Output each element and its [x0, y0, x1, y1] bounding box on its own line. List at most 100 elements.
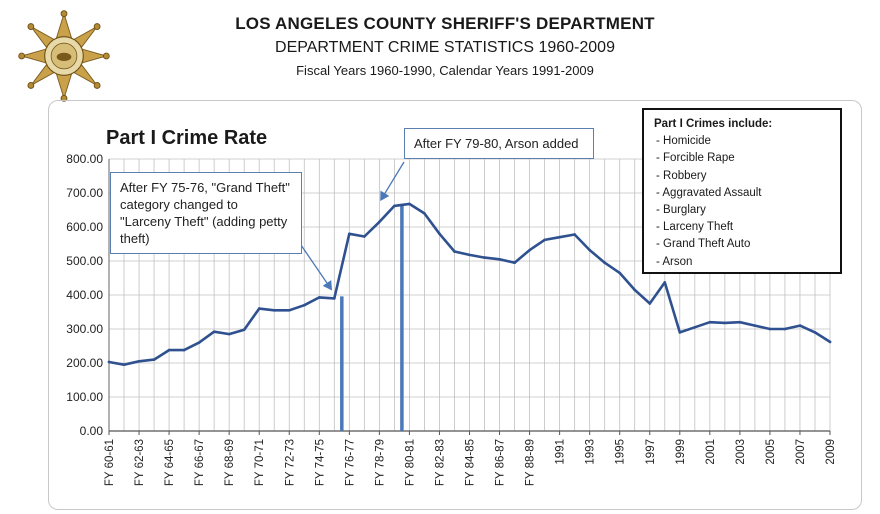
x-tick-label: FY 86-87	[495, 439, 507, 486]
sheriff-star-icon	[18, 10, 110, 102]
legend-item: - Arson	[656, 255, 693, 268]
data-point	[317, 296, 321, 299]
data-point	[618, 271, 622, 275]
y-tick-label: 600.00	[66, 220, 103, 234]
data-point	[287, 309, 291, 312]
x-tick-label: 2005	[765, 439, 777, 465]
data-point	[813, 331, 817, 334]
data-point	[453, 250, 456, 253]
data-point	[798, 324, 802, 327]
report-subtitle: DEPARTMENT CRIME STATISTICS 1960-2009	[275, 39, 615, 56]
data-point	[513, 261, 516, 265]
x-tick-label: FY 78-79	[374, 439, 386, 486]
report-header: LOS ANGELES COUNTY SHERIFF'S DEPARTMENT …	[140, 10, 750, 78]
data-point	[498, 258, 501, 261]
data-point	[768, 327, 772, 331]
x-tick-label: 1993	[585, 439, 597, 465]
data-point	[393, 204, 396, 208]
x-tick-label: FY 72-73	[284, 439, 296, 486]
data-point	[753, 324, 757, 327]
data-point	[573, 233, 576, 236]
data-point	[648, 302, 652, 305]
data-point	[152, 358, 156, 361]
data-point	[348, 232, 351, 236]
x-tick-label: FY 76-77	[344, 439, 356, 486]
y-tick-label: 400.00	[66, 288, 103, 302]
data-point	[272, 309, 276, 312]
data-point	[333, 297, 336, 300]
x-tick-label: 1995	[615, 439, 627, 465]
data-point	[558, 235, 561, 239]
x-tick-label: FY 80-81	[404, 439, 416, 486]
x-tick-label: FY 84-85	[465, 439, 477, 486]
data-point	[302, 303, 306, 307]
legend-item: - Homicide	[656, 135, 711, 148]
x-tick-label: FY 82-83	[434, 439, 446, 486]
y-tick-label: 500.00	[66, 254, 103, 268]
legend-item: - Larceny Theft	[656, 221, 734, 234]
x-tick-label: 2003	[735, 439, 747, 465]
chart-title: Part I Crime Rate	[106, 127, 267, 149]
chart-frame	[48, 100, 862, 510]
data-point	[242, 328, 246, 331]
data-point	[828, 340, 832, 344]
data-point	[197, 341, 201, 344]
data-point	[633, 288, 637, 292]
data-point	[227, 332, 231, 336]
data-point	[678, 331, 682, 334]
data-point	[212, 330, 216, 334]
legend-item: - Burglary	[656, 204, 706, 217]
crime-types-legend: Part I Crimes include: - Homicide - Forc…	[642, 108, 842, 274]
legend-item: - Aggravated Assault	[656, 186, 762, 199]
y-tick-label: 100.00	[66, 390, 103, 404]
report-title: LOS ANGELES COUNTY SHERIFF'S DEPARTMENT	[235, 14, 655, 33]
callout-grand-theft: After FY 75-76, "Grand Theft" category c…	[110, 172, 302, 254]
data-point	[738, 320, 742, 324]
x-tick-label: FY 64-65	[164, 439, 176, 486]
chart-markers	[287, 161, 405, 431]
data-point	[137, 360, 141, 363]
data-point	[438, 232, 441, 236]
data-point	[378, 220, 381, 224]
y-tick-label: 200.00	[66, 356, 103, 370]
legend-item: - Forcible Rape	[656, 152, 735, 165]
x-tick-label: FY 70-71	[254, 439, 266, 486]
data-point	[122, 363, 126, 367]
data-point	[708, 320, 712, 324]
y-tick-label: 300.00	[66, 322, 103, 336]
data-point	[693, 326, 697, 329]
data-point	[182, 348, 186, 352]
data-point	[468, 253, 471, 257]
x-tick-label: 1991	[555, 439, 567, 465]
data-point	[107, 360, 111, 364]
x-tick-label: FY 60-61	[104, 439, 116, 486]
report-period: Fiscal Years 1960-1990, Calendar Years 1…	[296, 63, 594, 78]
data-point	[363, 235, 366, 238]
x-tick-label: 1999	[675, 439, 687, 465]
data-point	[257, 307, 261, 310]
callout-arson: After FY 79-80, Arson added	[404, 128, 594, 159]
data-point	[783, 327, 787, 331]
x-tick-label: 2001	[705, 439, 717, 465]
x-tick-label: FY 88-89	[525, 439, 537, 486]
data-point	[528, 248, 531, 252]
x-tick-label: 2007	[795, 439, 807, 465]
data-point	[483, 256, 486, 259]
callout-arrow-arson	[380, 161, 405, 202]
data-point	[603, 261, 606, 265]
legend-item: - Grand Theft Auto	[656, 238, 751, 251]
data-point	[588, 248, 591, 252]
x-tick-label: FY 68-69	[224, 439, 236, 486]
legend-title: Part I Crimes include:	[654, 118, 773, 130]
data-point	[423, 212, 426, 215]
y-tick-label: 700.00	[66, 186, 103, 200]
data-point	[167, 348, 171, 352]
x-tick-label: FY 62-63	[134, 439, 146, 486]
chart-series	[107, 202, 832, 367]
chart-axes: 0.00 100.00 200.00 300.00 400.00 500.00 600.00…	[66, 152, 837, 486]
data-point	[663, 281, 667, 284]
y-tick-label: 0.00	[80, 424, 104, 438]
x-tick-label: 1997	[645, 439, 657, 465]
data-point	[408, 202, 411, 206]
